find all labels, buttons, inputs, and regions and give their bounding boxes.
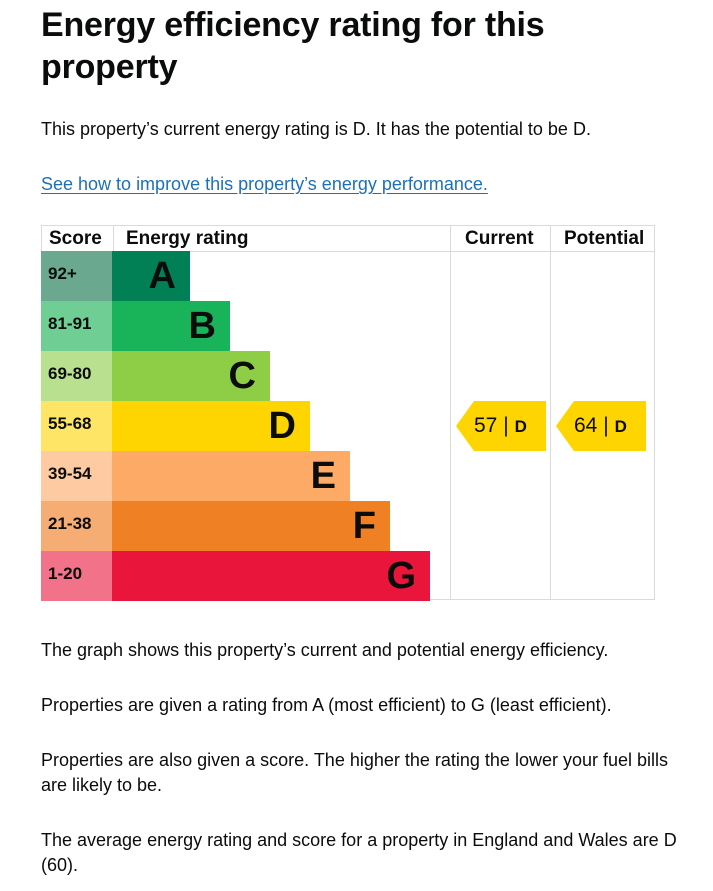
arrow-shape xyxy=(556,401,646,451)
band-letter-bar: C xyxy=(112,351,270,401)
divider xyxy=(450,226,451,599)
band-score-range: 92+ xyxy=(41,251,112,301)
page-title: Energy efficiency rating for this proper… xyxy=(41,6,545,86)
band-score-range: 81-91 xyxy=(41,301,112,351)
rating-explanation: Properties are given a rating from A (mo… xyxy=(41,695,612,715)
header-energy-rating: Energy rating xyxy=(126,228,249,249)
current-score: 57 xyxy=(474,413,498,437)
energy-rating-graph: Score Energy rating Current Potential 92… xyxy=(41,225,655,601)
potential-separator: | xyxy=(603,413,609,437)
band-letter-bar: B xyxy=(112,301,230,351)
score-explanation: Properties are also given a score. The h… xyxy=(41,750,669,795)
current-rating-arrow: 57 | D xyxy=(456,401,546,451)
band-letter-bar: D xyxy=(112,401,310,451)
improve-energy-performance-link[interactable]: See how to improve this property’s energ… xyxy=(41,174,488,194)
potential-rating-arrow: 64 | D xyxy=(556,401,646,451)
header-current: Current xyxy=(465,228,534,249)
divider xyxy=(113,226,114,251)
band-score-range: 21-38 xyxy=(41,501,112,551)
average-rating-note: The average energy rating and score for … xyxy=(41,830,677,875)
band-letter-bar: A xyxy=(112,251,190,301)
current-rating-label: 57 | D xyxy=(456,401,527,452)
potential-score: 64 xyxy=(574,413,598,437)
band-score-range: 69-80 xyxy=(41,351,112,401)
band-letter-bar: E xyxy=(112,451,350,501)
potential-letter: D xyxy=(614,416,627,436)
band-letter-bar: G xyxy=(112,551,430,601)
header-potential: Potential xyxy=(564,228,645,249)
potential-rating-label: 64 | D xyxy=(556,401,627,452)
current-letter: D xyxy=(514,416,527,436)
band-score-range: 55-68 xyxy=(41,401,112,451)
header-score: Score xyxy=(49,228,102,249)
divider xyxy=(550,226,551,599)
band-score-range: 1-20 xyxy=(41,551,112,601)
band-letter-bar: F xyxy=(112,501,390,551)
current-rating-summary: This property’s current energy rating is… xyxy=(41,119,591,139)
current-separator: | xyxy=(503,413,509,437)
graph-explanation: The graph shows this property’s current … xyxy=(41,640,609,660)
band-score-range: 39-54 xyxy=(41,451,112,501)
arrow-shape xyxy=(456,401,546,451)
graph-header-row: Score Energy rating Current Potential xyxy=(42,226,654,252)
